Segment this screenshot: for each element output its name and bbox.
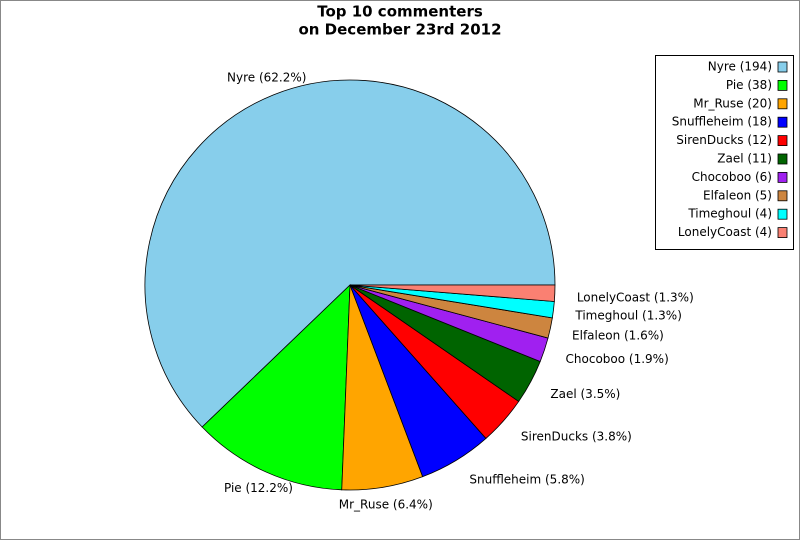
slice-label: Snuffleheim (5.8%) <box>469 472 585 486</box>
legend-swatch <box>777 61 788 73</box>
slice-label: Timeghoul (1.3%) <box>574 308 682 322</box>
legend-swatch <box>777 80 788 91</box>
slice-label: Zael (3.5%) <box>550 387 620 401</box>
legend-label: Zael (11) <box>717 152 772 166</box>
pie-slice <box>349 284 556 302</box>
slice-label: Pie (12.2%) <box>224 481 293 495</box>
legend-swatch <box>777 190 788 202</box>
slice-label: Elfaleon (1.6%) <box>572 328 664 342</box>
slice-label: Mr_Ruse (6.4%) <box>339 498 433 512</box>
pie-slice <box>144 79 556 428</box>
legend-label: Pie (38) <box>726 78 772 92</box>
legend-label: SirenDucks (12) <box>676 133 772 147</box>
chart-subtitle: on December 23rd 2012 <box>298 21 501 39</box>
legend-label: Elfaleon (5) <box>703 188 772 202</box>
slice-label: SirenDucks (3.8%) <box>521 429 632 443</box>
slice-label: Nyre (62.2%) <box>227 71 306 85</box>
slice-label: Chocoboo (1.9%) <box>566 352 669 366</box>
legend-swatch <box>777 171 788 183</box>
chart-title: Top 10 commenters <box>317 3 483 21</box>
legend-label: LonelyCoast (4) <box>678 225 772 239</box>
legend-label: Chocoboo (6) <box>692 170 772 184</box>
legend-swatch <box>777 135 788 147</box>
legend-label: Snuffleheim (18) <box>672 115 772 129</box>
legend-swatch <box>777 98 788 110</box>
legend-swatch <box>777 116 788 128</box>
legend-label: Nyre (194) <box>708 60 772 74</box>
pie-slice <box>201 284 351 491</box>
legend-box <box>655 55 794 250</box>
legend-label: Mr_Ruse (20) <box>693 96 772 110</box>
legend-swatch <box>777 153 788 165</box>
legend-swatch <box>777 208 788 220</box>
legend-swatch <box>777 227 788 239</box>
slice-label: LonelyCoast (1.3%) <box>577 290 694 304</box>
legend-label: Timeghoul (4) <box>687 207 772 221</box>
